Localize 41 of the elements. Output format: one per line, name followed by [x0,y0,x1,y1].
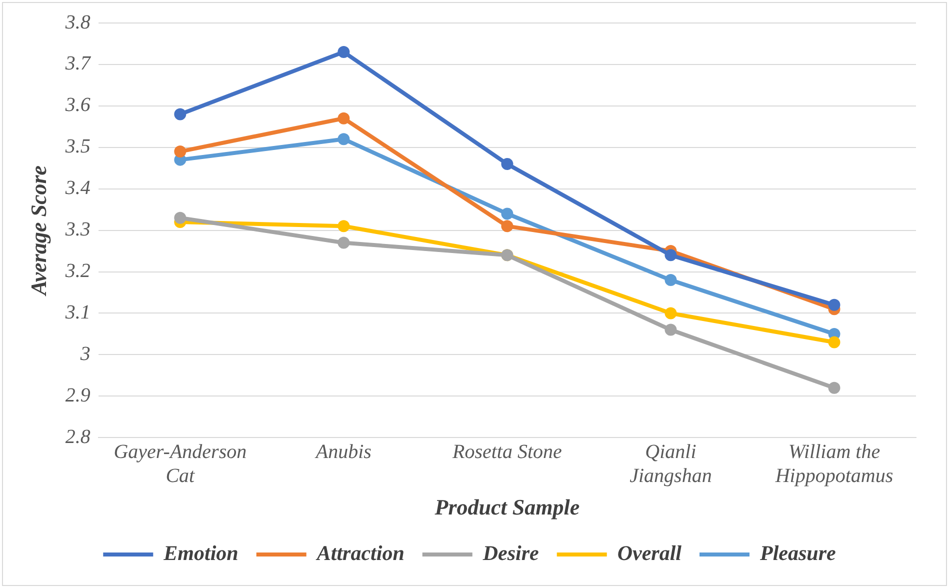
point [664,249,677,262]
x-tick-label: William the Hippopotamus [774,440,894,487]
point [174,146,186,158]
y-tick-label: 3.7 [64,52,92,75]
y-tick-label: 3.4 [64,177,90,200]
point [664,274,677,286]
y-tick-label: 3.6 [64,94,90,116]
y-tick-label: 3.3 [64,218,90,241]
y-tick-label: 2.8 [65,426,90,448]
x-tick-label: Gayer-Anderson Cat [114,440,247,487]
point [338,236,350,249]
legend-label: Overall [617,540,682,565]
point [828,298,840,311]
point [338,46,350,58]
legend-label: Desire [482,540,539,565]
x-tick-label: Anubis [314,440,372,463]
y-tick-label: 3.8 [64,11,90,34]
point [338,220,350,232]
point [664,307,677,320]
point [501,220,514,232]
x-tick-label: Rosetta Stone [451,440,562,463]
legend-label: Attraction [314,540,404,565]
y-tick-label: 3.5 [64,136,90,158]
y-tick-label: 3.2 [64,260,90,282]
point [828,336,840,348]
point [338,112,350,124]
point [174,212,186,224]
point [664,324,677,336]
x-tick-label: Qianli Jiangshan [630,440,712,487]
legend-label: Emotion [162,540,238,565]
x-axis-title: Product Sample [434,494,580,520]
point [828,382,840,394]
legend-label: Pleasure [759,540,836,565]
y-axis-title: Average Score [26,165,51,298]
point [338,133,350,146]
y-tick-label: 3.1 [64,301,90,324]
y-tick-label: 3 [79,342,90,365]
point [501,158,514,170]
point [174,108,186,120]
point [501,208,514,220]
y-tick-label: 2.9 [65,384,90,406]
